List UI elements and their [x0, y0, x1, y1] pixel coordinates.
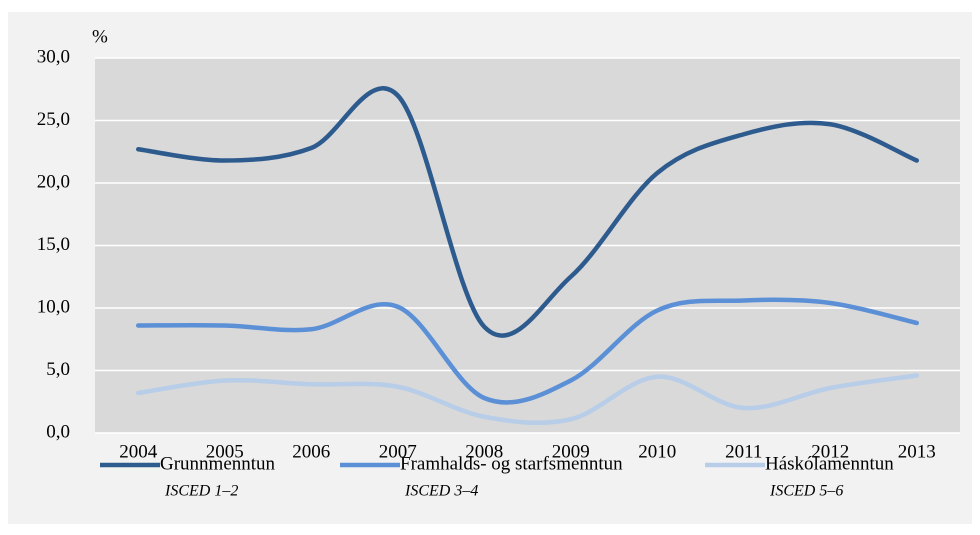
- x-tick-label: 2004: [119, 441, 158, 462]
- legend-note: ISCED 3–4: [404, 483, 478, 500]
- y-tick-label: 5,0: [46, 359, 70, 380]
- legend-note: ISCED 1–2: [164, 483, 238, 500]
- legend-label: Grunnmenntun: [160, 453, 276, 474]
- legend-note: ISCED 5–6: [769, 483, 843, 500]
- y-tick-label: 25,0: [37, 109, 70, 130]
- series-line: [136, 297, 919, 405]
- x-tick-label: 2010: [638, 441, 676, 462]
- legend-label: Háskólamenntun: [765, 453, 894, 474]
- x-tick-label: 2013: [898, 441, 936, 462]
- x-tick-label: 2008: [465, 441, 503, 462]
- y-tick-label: 30,0: [37, 46, 70, 67]
- x-tick-label: 2005: [206, 441, 244, 462]
- series-line: [136, 373, 919, 426]
- x-tick-label: 2012: [811, 441, 849, 462]
- x-tick-label: 2009: [552, 441, 590, 462]
- x-tick-label: 2006: [292, 441, 330, 462]
- x-tick-label: 2007: [379, 441, 417, 462]
- series-line: [136, 86, 919, 338]
- y-tick-label: 15,0: [37, 234, 70, 255]
- y-tick-label: 10,0: [37, 296, 70, 317]
- y-tick-label: 20,0: [37, 171, 70, 192]
- y-unit: %: [92, 26, 108, 47]
- legend-label: Framhalds- og starfsmenntun: [400, 453, 623, 474]
- x-tick-label: 2011: [725, 441, 762, 462]
- y-tick-label: 0,0: [46, 421, 70, 442]
